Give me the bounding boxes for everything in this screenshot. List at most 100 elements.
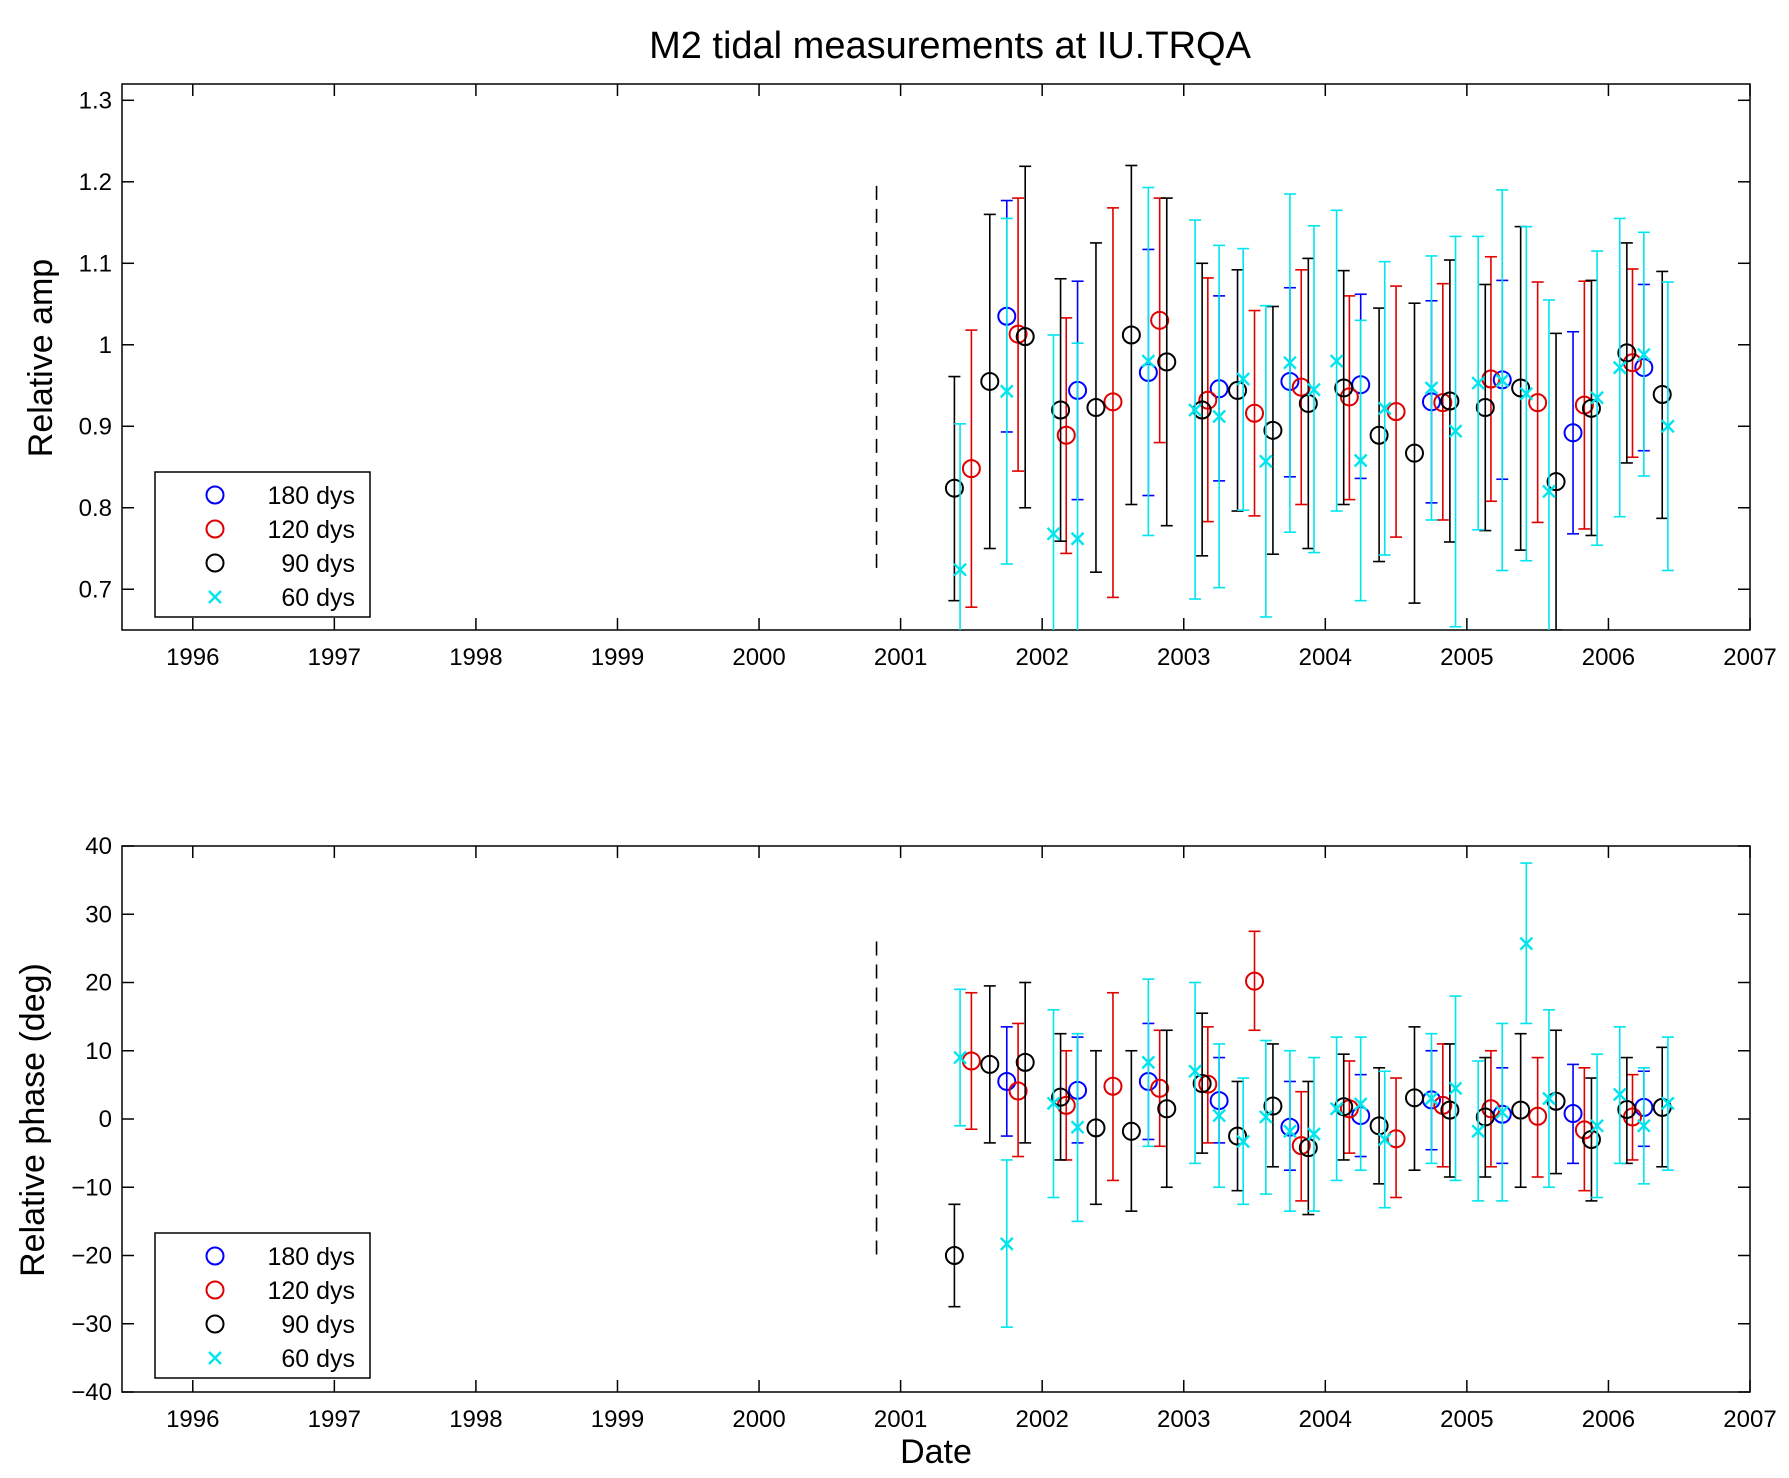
data-point	[1471, 376, 1486, 390]
data-point	[1198, 390, 1218, 410]
y-tick-label: 10	[85, 1038, 112, 1065]
data-point	[1353, 1097, 1368, 1111]
data-point	[1661, 1096, 1675, 1111]
data-point	[999, 1237, 1014, 1251]
data-point	[1329, 354, 1344, 368]
data-point	[1386, 1129, 1406, 1149]
legend-label: 60 dys	[281, 584, 355, 612]
data-point	[1150, 1078, 1170, 1098]
data-point	[1188, 1064, 1202, 1079]
x-tick-label: 2004	[1299, 1406, 1352, 1433]
data-point	[1157, 1099, 1177, 1119]
legend-label: 90 dys	[281, 1311, 355, 1339]
data-point	[1542, 484, 1556, 499]
legend-marker	[205, 1314, 225, 1334]
data-point	[1051, 1087, 1071, 1107]
y-tick-label: 20	[85, 970, 112, 997]
data-point	[1377, 401, 1392, 416]
x-tick-label: 2005	[1440, 644, 1493, 671]
data-point	[1519, 386, 1534, 401]
y-tick-label: −20	[71, 1243, 112, 1270]
legend-box	[154, 1232, 371, 1379]
y-tick-label: 1.2	[79, 169, 112, 196]
data-point	[1259, 1110, 1273, 1124]
data-point	[1086, 1118, 1106, 1138]
legend-marker	[208, 590, 222, 604]
legend-marker	[205, 485, 225, 505]
data-point	[1283, 355, 1297, 370]
data-point	[1404, 1088, 1424, 1108]
data-point	[1563, 423, 1583, 443]
phase-panel: 1996 1997 1998 1999 2000 2001 2002 2003 2004 2005…	[71, 833, 1776, 1433]
x-tick-label: 2007	[1723, 644, 1776, 671]
data-point	[1263, 1096, 1283, 1116]
y-tick-label: 1.3	[79, 87, 112, 114]
y-tick-label: 0.7	[79, 576, 112, 603]
data-point	[1528, 1106, 1548, 1126]
data-point	[1440, 1100, 1460, 1120]
data-point	[1070, 531, 1085, 546]
data-point	[997, 1071, 1017, 1091]
y-axis-label-amp: Relative amp	[22, 259, 60, 457]
data-point	[1121, 1121, 1141, 1141]
x-tick-label: 2004	[1299, 644, 1352, 671]
data-point	[1612, 1087, 1627, 1102]
legend-marker	[205, 1280, 225, 1300]
x-tick-label: 2000	[732, 644, 785, 671]
data-point	[1475, 398, 1495, 418]
data-point	[1511, 1100, 1531, 1120]
y-tick-label: −10	[71, 1174, 112, 1201]
legend-marker	[205, 519, 225, 539]
x-tick-label: 1999	[591, 644, 644, 671]
legend-label: 90 dys	[281, 550, 355, 578]
data-point	[961, 459, 981, 479]
data-point	[1212, 409, 1226, 424]
data-point	[1212, 1108, 1226, 1123]
data-point	[1046, 1096, 1061, 1111]
y-tick-label: −40	[71, 1379, 112, 1406]
data-point	[1617, 343, 1637, 363]
y-tick-label: 1	[99, 332, 112, 359]
y-axis-label-phase: Relative phase (deg)	[14, 963, 52, 1277]
x-tick-label: 1997	[308, 644, 361, 671]
y-tick-label: 0.8	[79, 495, 112, 522]
data-point	[1581, 398, 1601, 418]
plot-frame	[121, 83, 1751, 631]
data-point	[1157, 352, 1177, 372]
data-point	[1121, 325, 1141, 345]
legend: 180 dys 120 dys 90 dys 60 dys	[154, 1232, 371, 1379]
data-point	[944, 478, 964, 498]
data-point	[1236, 372, 1251, 386]
data-point	[1433, 393, 1453, 413]
data-point	[1563, 1104, 1583, 1124]
y-tick-label: 40	[85, 833, 112, 860]
y-tick-label: 1.1	[79, 250, 112, 277]
data-point	[944, 1246, 964, 1265]
data-point	[999, 384, 1014, 399]
amplitude-panel: 1996 1997 1998 1999 2000 2001 2002 2003 2004 2005…	[79, 83, 1777, 671]
data-point	[1070, 1120, 1085, 1135]
x-tick-label: 1998	[449, 1406, 502, 1433]
data-point	[1542, 1091, 1556, 1106]
legend-label: 60 dys	[281, 1345, 355, 1373]
data-point	[1291, 377, 1311, 397]
data-point	[1475, 1107, 1495, 1127]
legend-marker	[205, 553, 225, 573]
data-point	[1636, 347, 1651, 362]
data-point	[1103, 392, 1123, 412]
data-point	[1652, 384, 1672, 404]
data-point	[1015, 327, 1035, 347]
data-point	[1245, 971, 1265, 991]
x-tick-label: 2005	[1440, 1406, 1493, 1433]
data-point	[980, 371, 1000, 391]
data-point	[1377, 1132, 1392, 1147]
data-point	[1440, 391, 1460, 411]
x-tick-label: 2002	[1015, 1406, 1068, 1433]
legend: 180 dys 120 dys 90 dys 60 dys	[154, 471, 371, 618]
data-point	[1424, 1091, 1439, 1106]
data-point	[1329, 1101, 1344, 1116]
data-point	[1661, 419, 1675, 434]
data-point	[1448, 1081, 1463, 1096]
x-tick-label: 2003	[1157, 644, 1210, 671]
